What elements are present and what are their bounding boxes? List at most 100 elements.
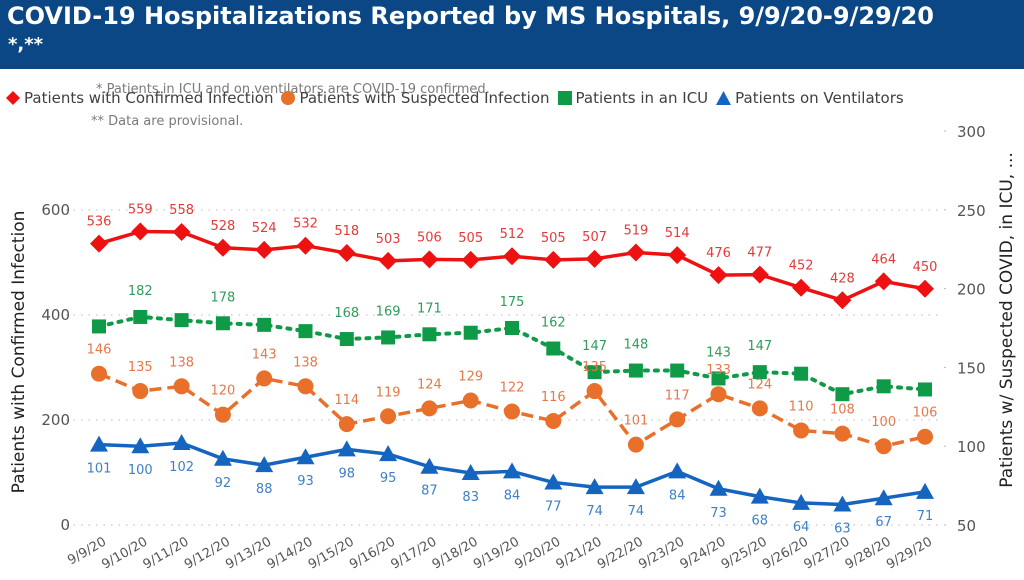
y-axis-right-title: Patients w/ Suspected COVID, in ICU, ... — [997, 152, 1017, 488]
y-tick-left: 200 — [41, 411, 70, 429]
data-point-diamond — [461, 250, 480, 269]
legend-item-ventilators[interactable]: Patients on Ventilators — [716, 89, 904, 107]
data-point-circle — [214, 406, 231, 423]
x-tick-label: 9/12/20 — [182, 534, 233, 572]
data-label: 100 — [128, 463, 153, 478]
data-point-circle — [834, 425, 851, 442]
data-point-square — [876, 379, 891, 394]
data-label: 87 — [421, 484, 438, 499]
data-point-diamond — [668, 246, 687, 265]
data-point-square — [133, 309, 148, 324]
data-label: 182 — [128, 284, 153, 299]
data-label: 171 — [417, 301, 442, 316]
data-point-square — [505, 321, 519, 335]
data-label: 512 — [500, 227, 525, 242]
data-point-diamond — [172, 223, 191, 242]
x-tick-label: 9/11/20 — [141, 534, 192, 572]
data-label: 83 — [462, 490, 479, 505]
square-marker-icon — [557, 91, 572, 105]
x-tick-label: 9/20/20 — [512, 534, 563, 572]
data-point-triangle — [709, 479, 728, 496]
data-label: 114 — [334, 393, 359, 408]
chart-subtitle: *,** — [8, 34, 44, 55]
data-point-square — [587, 365, 602, 380]
data-point-triangle — [874, 489, 893, 506]
data-label: 95 — [380, 471, 397, 486]
x-tick-label: 9/27/20 — [801, 534, 852, 572]
data-point-diamond — [420, 250, 439, 269]
data-point-square — [92, 319, 106, 334]
x-tick-label: 9/15/20 — [306, 534, 357, 572]
data-point-circle — [875, 438, 892, 455]
data-point-diamond — [90, 234, 108, 253]
data-point-square — [670, 363, 685, 378]
data-labels: 536 559 558 528 524 532 518 503 506 505 512 505 507 5… — [87, 203, 938, 537]
data-label: 100 — [871, 415, 896, 430]
data-point-diamond — [874, 272, 893, 291]
data-label: 519 — [623, 224, 648, 239]
data-point-triangle — [544, 473, 563, 490]
data-label: 101 — [87, 462, 112, 477]
data-point-diamond — [131, 222, 150, 241]
data-point-square — [298, 324, 313, 339]
data-point-square — [257, 317, 272, 332]
y-tick-right: 300 — [957, 123, 986, 141]
data-point-circle — [462, 392, 479, 409]
data-point-circle — [132, 383, 149, 400]
data-point-square — [628, 363, 643, 378]
data-point-square — [463, 325, 478, 340]
x-tick-label: 9/29/20 — [884, 534, 935, 572]
data-point-circle — [669, 411, 686, 428]
data-point-square — [422, 327, 437, 342]
data-point-square — [339, 332, 354, 347]
data-point-triangle — [792, 493, 811, 510]
data-point-circle — [421, 400, 438, 417]
data-label: 68 — [752, 514, 769, 529]
data-point-diamond — [792, 278, 811, 297]
x-axis: 9/9/209/10/209/11/209/12/209/13/209/14/2… — [65, 534, 935, 572]
data-point-triangle — [668, 462, 687, 479]
data-label: 73 — [710, 506, 727, 521]
data-label: 108 — [830, 403, 855, 418]
series-patients-on-ventilators — [90, 434, 934, 512]
note-provisional: ** Data are provisional. — [91, 114, 244, 129]
legend-label: Patients on Ventilators — [735, 89, 904, 107]
data-label: 175 — [500, 295, 525, 310]
gridlines — [66, 209, 940, 526]
data-point-triangle — [833, 495, 852, 512]
data-point-circle — [256, 370, 273, 387]
data-point-square — [794, 366, 809, 381]
data-label: 178 — [210, 290, 235, 305]
data-label: 110 — [789, 399, 814, 414]
series-patients-in-an-icu — [92, 309, 932, 402]
data-point-diamond — [379, 251, 398, 270]
data-label: 148 — [623, 338, 648, 353]
data-label: 117 — [665, 388, 690, 403]
data-label: 428 — [830, 271, 855, 286]
data-point-circle — [545, 412, 562, 429]
data-label: 476 — [706, 246, 731, 261]
data-point-triangle — [750, 487, 769, 504]
legend-item-suspected[interactable]: Patients with Suspected Infection — [281, 89, 550, 107]
legend-item-icu[interactable]: Patients in an ICU — [557, 89, 708, 107]
data-label: 450 — [913, 260, 938, 275]
data-label: 77 — [545, 499, 562, 514]
x-tick-label: 9/22/20 — [595, 534, 646, 572]
data-point-triangle — [213, 449, 232, 466]
legend-item-confirmed[interactable]: Patients with Confirmed Infection — [6, 89, 273, 107]
y-tick-right: 200 — [957, 281, 986, 299]
data-point-triangle — [296, 448, 315, 465]
data-point-square — [835, 387, 850, 402]
data-label: 168 — [334, 306, 359, 321]
x-tick-label: 9/10/20 — [99, 534, 150, 572]
data-point-triangle — [131, 437, 150, 454]
data-label: 138 — [169, 355, 194, 370]
data-label: 536 — [87, 215, 112, 230]
data-point-square — [546, 341, 561, 356]
data-label: 124 — [747, 377, 772, 392]
data-point-diamond — [750, 265, 769, 284]
data-point-triangle — [172, 434, 191, 451]
x-tick-label: 9/23/20 — [636, 534, 687, 572]
y-axis-left: 0 200 400 600 — [41, 201, 70, 534]
y-tick-right: 100 — [957, 438, 986, 456]
